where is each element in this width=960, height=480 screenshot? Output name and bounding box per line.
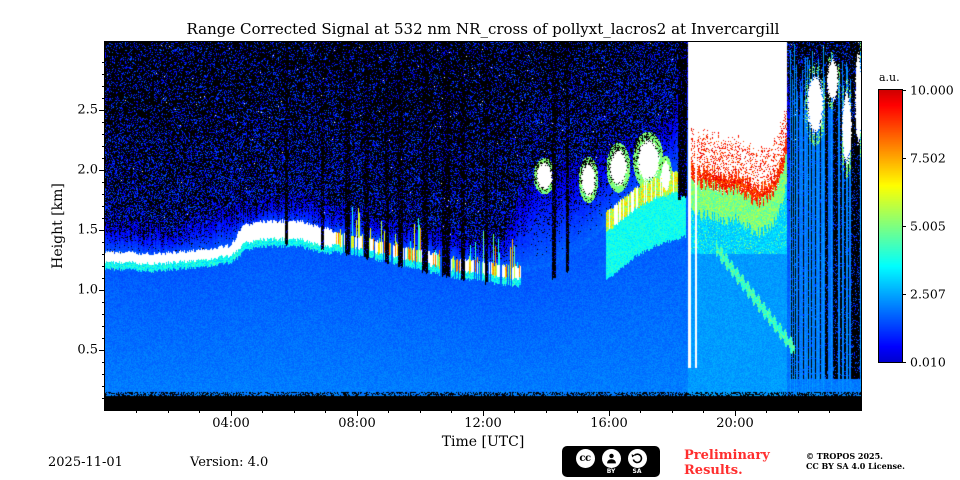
chart-title: Range Corrected Signal at 532 nm NR_cros… (186, 20, 780, 38)
x-major-tick (608, 410, 610, 416)
colorbar-gradient (878, 89, 903, 363)
colorbar-tick (902, 361, 906, 363)
cc-text: cc (579, 453, 591, 464)
x-minor-tick (577, 410, 578, 413)
x-minor-tick (451, 410, 452, 413)
y-minor-tick (102, 337, 105, 339)
x-minor-tick (671, 410, 673, 413)
x-minor-tick (388, 410, 389, 413)
x-tick-label: 20:00 (716, 416, 754, 431)
sa-label: SA (632, 468, 642, 475)
copyright-label: © TROPOS 2025. CC BY SA 4.0 License. (806, 451, 905, 471)
x-minor-tick (514, 410, 515, 413)
x-major-tick (482, 410, 484, 416)
y-minor-tick (102, 277, 105, 279)
y-minor-tick (102, 133, 105, 135)
y-major-tick (99, 349, 105, 351)
sa-badge-item: SA (627, 449, 647, 475)
y-tick-label: 1.0 (77, 282, 98, 298)
colorbar-tick (902, 157, 906, 159)
y-minor-tick (102, 73, 105, 75)
y-minor-tick (102, 265, 105, 267)
x-minor-tick (640, 410, 641, 413)
y-minor-tick (102, 241, 105, 243)
x-major-tick (230, 410, 232, 416)
y-minor-tick (102, 61, 105, 63)
x-minor-tick (325, 410, 326, 413)
colorbar-tick-label: 10.000 (910, 82, 954, 98)
by-badge-item: BY (601, 449, 621, 475)
y-minor-tick (102, 181, 105, 183)
y-minor-tick (102, 145, 105, 147)
x-major-tick (734, 410, 736, 416)
x-minor-tick (766, 410, 767, 413)
colorbar-tick-label: 2.507 (910, 286, 946, 302)
y-minor-tick (102, 121, 105, 123)
y-minor-tick (102, 313, 105, 315)
y-major-tick (99, 289, 105, 291)
colorbar-tick (902, 293, 906, 295)
y-minor-tick (102, 373, 105, 375)
y-minor-tick (102, 85, 105, 87)
by-label: BY (606, 468, 616, 475)
x-axis-label: Time [UTC] (441, 434, 525, 450)
preliminary-line1: Preliminary (684, 448, 770, 463)
x-minor-tick (419, 410, 421, 413)
y-minor-tick (102, 205, 105, 207)
y-minor-tick (102, 157, 105, 159)
y-tick-label: 2.0 (77, 162, 98, 178)
copyright-line1: © TROPOS 2025. (806, 451, 883, 461)
y-major-tick (99, 229, 105, 231)
x-minor-tick (167, 410, 169, 413)
x-minor-tick (829, 410, 830, 413)
sa-arrow-icon (627, 449, 647, 468)
x-minor-tick (797, 410, 799, 413)
colorbar-unit-label: a.u. (879, 71, 900, 84)
y-major-tick (99, 169, 105, 171)
x-minor-tick (262, 410, 263, 413)
y-minor-tick (102, 361, 105, 363)
heatmap-canvas (104, 41, 862, 411)
y-tick-label: 1.5 (77, 222, 98, 238)
date-label: 2025-11-01 (48, 455, 123, 470)
y-minor-tick (102, 217, 105, 219)
cc-icon: cc (575, 449, 595, 468)
colorbar-tick (902, 225, 906, 227)
colorbar-tick-label: 0.010 (910, 354, 946, 370)
x-minor-tick (136, 410, 137, 413)
copyright-line2: CC BY SA 4.0 License. (806, 460, 905, 471)
x-minor-tick (293, 410, 295, 413)
y-tick-label: 0.5 (77, 342, 98, 358)
y-minor-tick (102, 97, 105, 99)
x-tick-label: 08:00 (338, 416, 376, 431)
cc-badge-item: cc (575, 449, 595, 468)
x-minor-tick (199, 410, 200, 413)
y-minor-tick (102, 397, 105, 399)
y-tick-label: 2.5 (77, 102, 98, 118)
preliminary-results-label: Preliminary Results. (684, 448, 770, 478)
x-tick-label: 04:00 (212, 416, 250, 431)
y-minor-tick (102, 253, 105, 255)
y-minor-tick (102, 193, 105, 195)
colorbar-tick (902, 89, 906, 91)
version-label: Version: 4.0 (190, 455, 269, 470)
y-minor-tick (102, 385, 105, 387)
by-person-icon (601, 449, 621, 468)
colorbar-tick-label: 5.005 (910, 218, 946, 234)
colorbar: 10.000 7.502 5.005 2.507 0.010 (878, 83, 954, 370)
colorbar-tick-label: 7.502 (910, 150, 946, 166)
preliminary-line2: Results. (684, 463, 743, 478)
x-tick-label: 12:00 (464, 416, 502, 431)
x-minor-tick (703, 410, 704, 413)
plot-area: 04:00 08:00 12:00 16:00 20:00 0.5 1.0 1.5 2.0 2.5 (77, 41, 862, 431)
cc-license-badge: cc BY SA (562, 446, 660, 477)
x-major-tick (356, 410, 358, 416)
x-tick-label: 16:00 (590, 416, 628, 431)
y-major-tick (99, 109, 105, 111)
x-minor-tick (545, 410, 547, 413)
y-axis-label: Height [km] (50, 183, 66, 269)
y-minor-tick (102, 325, 105, 327)
y-minor-tick (102, 301, 105, 303)
